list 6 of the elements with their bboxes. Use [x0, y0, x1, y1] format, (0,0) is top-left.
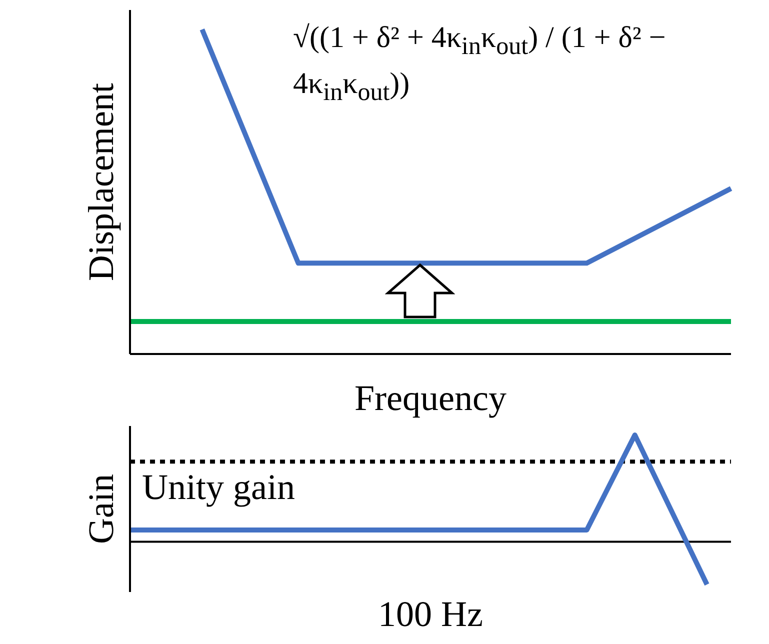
ref-line-label: Unity gain [142, 467, 295, 508]
text: √((1 + δ² + 4κ$_{in}$κ$_{out}$) / (1 + δ² − 4κ$_{in}$κ$_{out}$)) [293, 21, 666, 106]
x-axis-title: 100 Hz [378, 594, 483, 634]
y-axis-title: Displacement [80, 83, 121, 281]
y-axis-title: Gain [80, 474, 121, 544]
x-axis-title: Frequency [354, 378, 506, 418]
